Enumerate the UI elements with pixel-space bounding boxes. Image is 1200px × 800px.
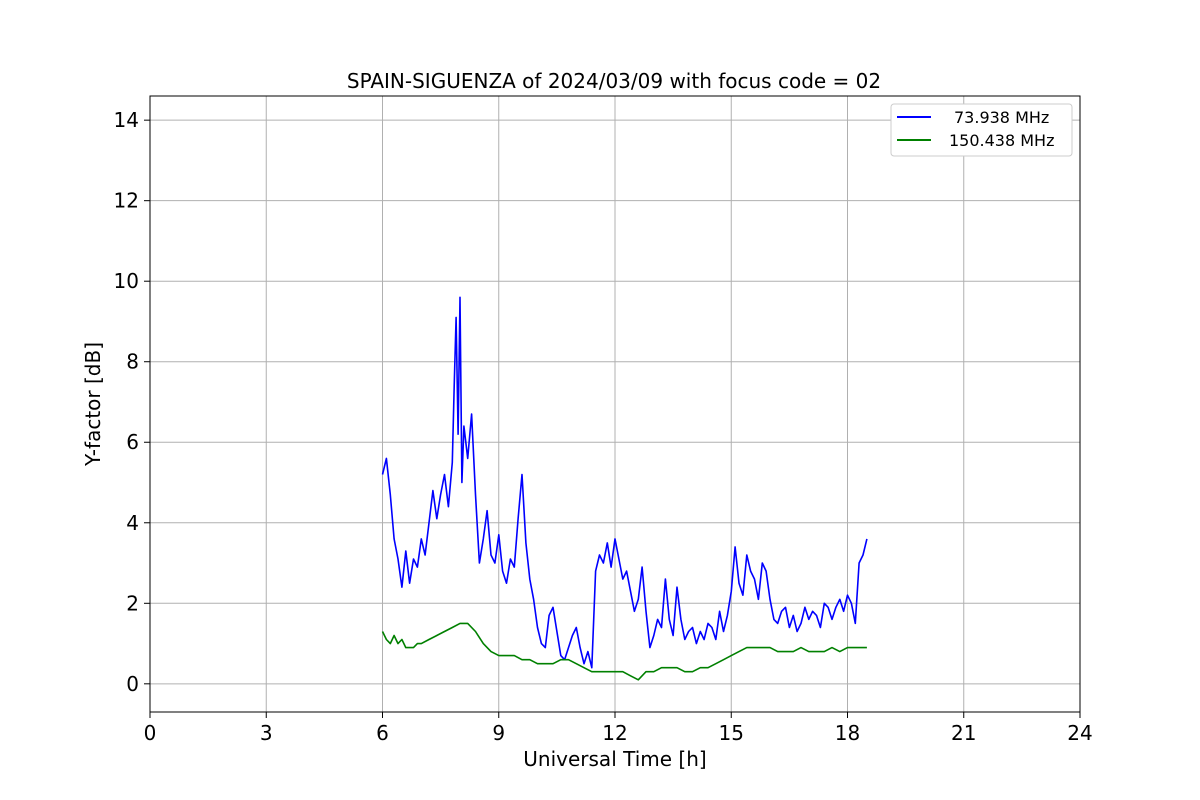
y-tick-label: 12 <box>114 189 139 213</box>
legend-box <box>890 103 1073 157</box>
x-tick-label: 15 <box>719 721 744 745</box>
tick-marks <box>144 119 1081 718</box>
x-tick-label: 6 <box>376 721 389 745</box>
y-axis-label: Y-factor [dB] <box>81 342 105 467</box>
chart-title: SPAIN-SIGUENZA of 2024/03/09 with focus … <box>347 69 881 93</box>
x-tick-label: 9 <box>492 721 505 745</box>
legend-label-1: 73.938 MHz <box>954 108 1049 127</box>
legend: 73.938 MHz 150.438 MHz <box>890 103 1073 157</box>
x-tick-label: 21 <box>951 721 976 745</box>
x-tick-label: 0 <box>144 721 157 745</box>
y-tick-label: 6 <box>126 430 139 454</box>
series-73938-mhz-line <box>381 296 868 669</box>
y-tick-label: 14 <box>114 108 139 132</box>
x-tick-label: 24 <box>1067 721 1092 745</box>
y-tick-label: 0 <box>126 672 139 696</box>
x-tick-labels: 0 3 6 9 12 15 18 21 24 <box>144 721 1093 745</box>
y-tick-label: 2 <box>126 591 139 615</box>
x-tick-label: 12 <box>602 721 627 745</box>
y-tick-label: 4 <box>126 511 139 535</box>
legend-label-2: 150.438 MHz <box>949 131 1054 150</box>
series-150438-mhz-line <box>381 622 867 681</box>
plot-lines <box>381 296 868 681</box>
y-tick-label: 8 <box>126 350 139 374</box>
y-tick-label: 10 <box>114 269 139 293</box>
x-tick-label: 18 <box>835 721 860 745</box>
x-axis-label: Universal Time [h] <box>523 747 706 771</box>
y-tick-labels: 0 2 4 6 8 10 12 14 <box>114 108 139 696</box>
legend-entry-1: 73.938 MHz <box>897 108 1049 127</box>
x-tick-label: 3 <box>260 721 273 745</box>
legend-entry-2: 150.438 MHz <box>897 131 1054 150</box>
